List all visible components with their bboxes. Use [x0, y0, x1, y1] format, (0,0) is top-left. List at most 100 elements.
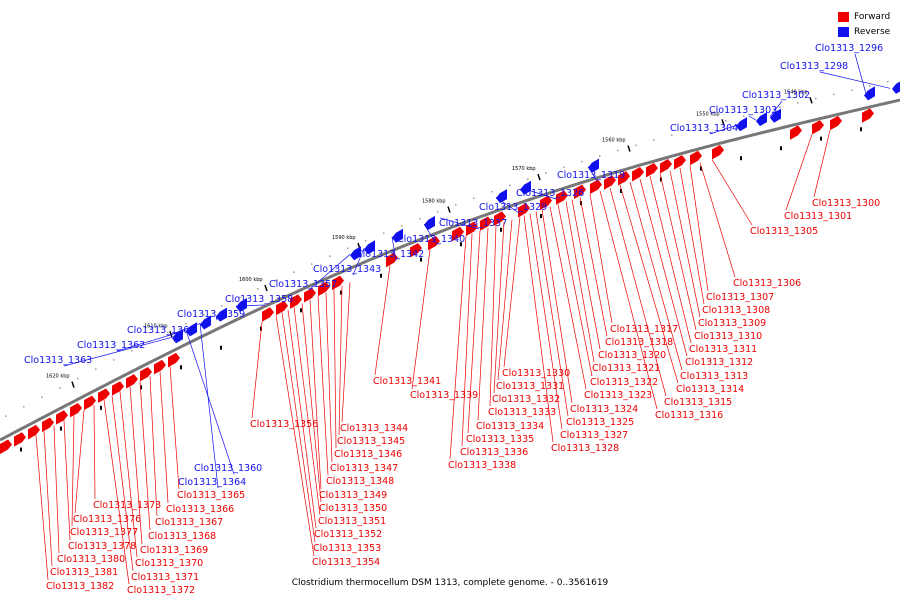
label-leader-line	[439, 217, 480, 230]
scale-dot	[5, 415, 7, 417]
label-leader-line	[166, 323, 201, 337]
label-leader-line	[521, 187, 557, 200]
reverse-gene	[364, 240, 375, 255]
gene-label: Clo1313_1305	[750, 226, 818, 237]
gene-marker	[740, 156, 742, 161]
gene-label: Clo1313_1323	[584, 390, 652, 401]
scale-dot	[131, 349, 133, 352]
label-leader-line	[689, 165, 709, 292]
reverse-gene	[756, 112, 767, 127]
scale-dot	[23, 405, 25, 408]
gene-marker	[820, 136, 822, 141]
gene-label: Clo1313_1366	[166, 504, 234, 515]
forward-gene	[84, 395, 96, 411]
label-leader-line	[129, 386, 143, 545]
forward-gene	[262, 307, 274, 322]
scale-dot	[185, 322, 187, 325]
reverse-gene	[496, 189, 507, 204]
gene-label: Clo1313_1296	[815, 43, 883, 54]
forward-gene	[290, 294, 302, 309]
gene-label: Clo1313_1300	[812, 198, 880, 209]
label-leader-line	[293, 306, 321, 516]
forward-gene	[332, 275, 344, 291]
gene-label: Clo1313_1318	[605, 337, 673, 348]
reverse-swatch-icon	[838, 26, 849, 37]
gene-label: Clo1313_1306	[733, 278, 801, 289]
gene-label: Clo1313_1325	[566, 417, 634, 428]
scale-dot	[725, 120, 727, 122]
gene-marker	[100, 405, 102, 410]
scale-dot	[851, 89, 853, 91]
label-leader-line	[53, 425, 60, 554]
gene-marker	[540, 214, 542, 219]
label-leader-line	[93, 404, 96, 500]
gene-label: Clo1313_1343	[313, 264, 381, 275]
label-leader-line	[461, 233, 473, 447]
scale-tick	[264, 284, 268, 292]
gene-label: Clo1313_1338	[448, 460, 516, 471]
gene-label: Clo1313_1328	[551, 443, 619, 454]
forward-gene	[318, 281, 330, 297]
label-leader-line	[769, 100, 783, 117]
forward-gene	[28, 424, 40, 440]
forward-gene	[112, 381, 124, 396]
gene-marker	[340, 290, 342, 295]
gene-marker	[220, 345, 222, 350]
scale-dot	[887, 81, 889, 83]
label-leader-line	[477, 227, 489, 421]
forward-gene	[518, 203, 530, 218]
label-leader-line	[711, 159, 753, 226]
scale-dot	[59, 387, 61, 389]
scale-dot	[113, 359, 115, 361]
label-leader-line	[341, 282, 351, 423]
reverse-gene	[864, 86, 875, 101]
label-leader-line	[199, 323, 219, 489]
forward-gene	[410, 243, 422, 258]
scale-dot	[401, 225, 403, 227]
scale-dot	[635, 144, 637, 147]
reverse-gene	[392, 228, 403, 243]
gene-label: Clo1313_1363	[24, 355, 92, 366]
scale-dot	[275, 279, 277, 282]
label-leader-line	[317, 296, 329, 476]
map-caption: Clostridium thermocellum DSM 1313, compl…	[291, 578, 609, 588]
label-leader-line	[819, 71, 891, 89]
label-leader-line	[352, 248, 365, 276]
forward-gene	[618, 171, 630, 186]
forward-gene	[862, 108, 874, 123]
forward-gene	[154, 359, 166, 375]
legend-item-forward: Forward	[838, 9, 890, 24]
label-leader-line	[139, 381, 151, 531]
gene-label: Clo1313_1330	[502, 368, 570, 379]
label-leader-line	[159, 371, 169, 504]
forward-gene	[168, 352, 180, 368]
gene-label: Clo1313_1310	[694, 331, 762, 342]
scale-dot	[311, 263, 313, 265]
scale-dot	[743, 115, 745, 117]
gene-label: Clo1313_1372	[127, 585, 195, 596]
label-leader-line	[529, 213, 563, 430]
label-leader-line	[813, 130, 831, 198]
scale-dot	[671, 134, 673, 136]
forward-gene	[604, 175, 616, 190]
gene-label: Clo1313_1382	[46, 581, 114, 592]
gene-label: Clo1313_1329	[479, 202, 547, 213]
forward-gene	[480, 216, 492, 231]
scale-dot	[797, 102, 799, 104]
gene-marker	[420, 257, 422, 262]
forward-gene	[812, 120, 824, 135]
gene-label: Clo1313_1369	[140, 545, 208, 556]
gene-label: Clo1313_1362	[77, 340, 145, 351]
scale-dot	[293, 271, 295, 273]
gene-label: Clo1313_1334	[476, 421, 544, 432]
scale-label: 1600 kbp	[239, 277, 263, 283]
label-leader-line	[251, 321, 263, 419]
scale-dot	[509, 184, 511, 187]
forward-gene	[42, 417, 54, 432]
forward-gene	[494, 211, 506, 226]
label-leader-line	[649, 176, 692, 344]
label-leader-line	[275, 315, 315, 557]
label-leader-line	[549, 206, 587, 390]
legend-item-reverse: Reverse	[838, 24, 890, 39]
